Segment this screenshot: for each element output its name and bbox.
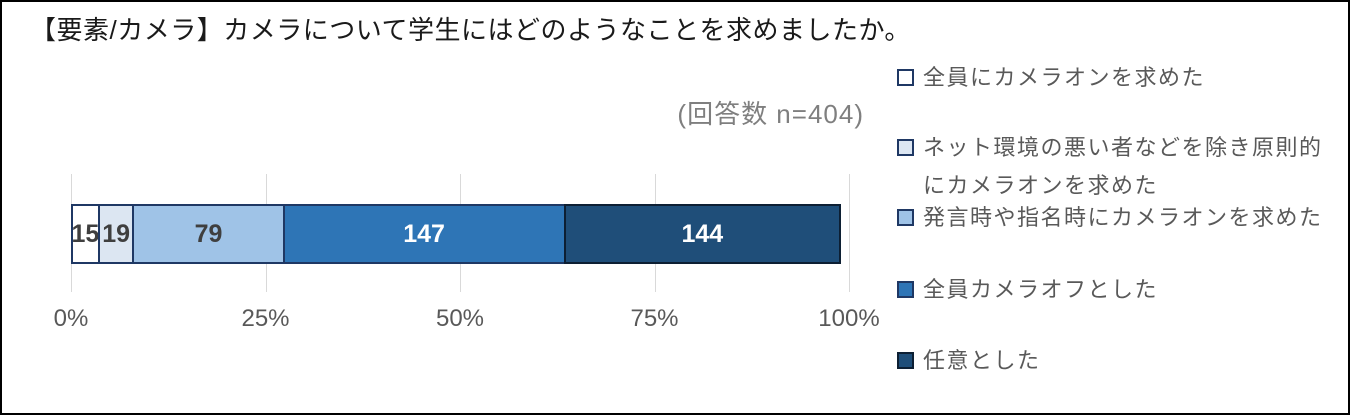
x-tick-label: 0% (53, 305, 89, 332)
x-tick-label: 25% (241, 305, 290, 332)
gridline (849, 174, 850, 292)
legend: 全員にカメラオンを求めたネット環境の悪い者などを除き原則的にカメラオンを求めた発… (897, 2, 1347, 413)
legend-swatch-icon (897, 139, 914, 156)
legend-item: ネット環境の悪い者などを除き原則的にカメラオンを求めた (897, 129, 1343, 205)
bar-segment: 147 (282, 204, 566, 264)
legend-label: 全員にカメラオンを求めた (923, 65, 1206, 90)
legend-swatch-icon (897, 69, 914, 86)
legend-label: 任意とした (923, 348, 1041, 373)
x-axis: 0% 25% 50% 75% 100% (54, 305, 880, 339)
bar-segment: 79 (132, 204, 285, 264)
legend-swatch-icon (897, 281, 914, 298)
bar-segment: 144 (563, 204, 841, 264)
bar-segment: 15 (71, 204, 100, 264)
legend-item: 全員にカメラオンを求めた (897, 59, 1205, 97)
bar-segment: 19 (97, 204, 135, 264)
legend-swatch-icon (897, 209, 914, 226)
bar-segment-value: 19 (102, 219, 131, 248)
x-tick-label: 100% (818, 305, 880, 332)
x-tick-label: 75% (630, 305, 679, 332)
legend-item: 全員カメラオフとした (897, 271, 1158, 309)
x-tick-label: 50% (435, 305, 485, 332)
response-count-note: (回答数 n=404) (677, 99, 864, 129)
chart-title: 【要素/カメラ】カメラについて学生にはどのようなことを求めましたか。 (30, 15, 911, 45)
legend-label: 全員カメラオフとした (923, 277, 1159, 302)
stacked-bar: 15 19 79 147 144 (71, 204, 849, 264)
bar-segment-value: 144 (681, 219, 724, 248)
legend-swatch-icon (897, 352, 914, 369)
bar-segment-value: 147 (403, 219, 445, 248)
bar-segment-value: 79 (194, 219, 223, 248)
legend-label: ネット環境の悪い者などを除き原則的にカメラオンを求めた (923, 135, 1323, 198)
legend-label: 発言時や指名時にカメラオンを求めた (923, 205, 1323, 230)
bar-segment-value: 15 (71, 219, 100, 248)
legend-item: 任意とした (897, 342, 1041, 380)
legend-item: 発言時や指名時にカメラオンを求めた (897, 199, 1323, 237)
